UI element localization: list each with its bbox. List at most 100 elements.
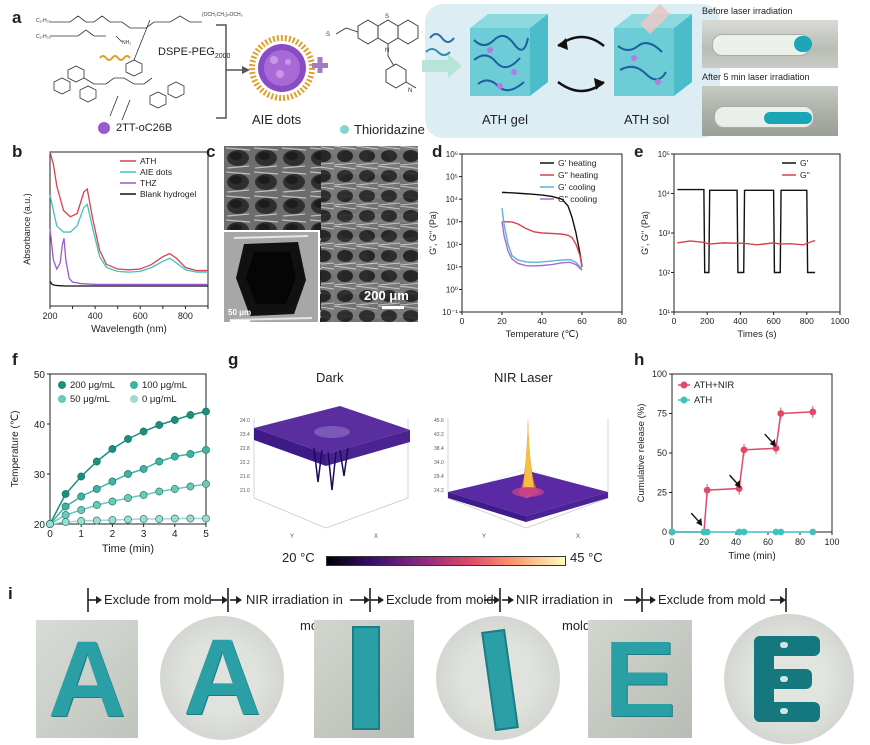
chart-h-release: 0 20 40 60 80 100 0 25 50 75 100 Time (min) Cumulati… xyxy=(636,369,840,562)
scale-big-label: 200 μm xyxy=(364,288,409,303)
colorbar xyxy=(326,556,566,566)
y-tick-label: 10⁻¹ xyxy=(442,308,458,317)
data-point xyxy=(155,457,164,466)
series-line-1 xyxy=(501,221,583,267)
legend-label-0: ATH xyxy=(140,156,156,166)
data-point xyxy=(703,486,711,494)
step-nir-2-mold: mold xyxy=(562,618,591,633)
data-point xyxy=(777,528,785,536)
data-point xyxy=(77,506,86,514)
y-tick-label: 10⁵ xyxy=(658,150,670,159)
series-line-0 xyxy=(49,151,208,272)
data-point xyxy=(668,528,676,536)
sem-inset: 50 μm xyxy=(224,230,320,322)
data-point xyxy=(202,446,210,454)
plot-frame xyxy=(673,153,841,313)
photo-a-in-mold: A xyxy=(36,620,138,738)
chart-d-rheology-temp: 0 20 40 60 80 10⁻¹ 10⁰ 10¹ 10² 10³ 10⁴ 10⁵ 10⁶ Temper… xyxy=(428,150,627,340)
data-point xyxy=(202,480,210,488)
y-tick-label: 10¹ xyxy=(446,263,458,272)
y-tick-label: 50 xyxy=(657,448,667,458)
aie-dot-particle-icon xyxy=(249,35,315,101)
legend-label-3: Blank hydrogel xyxy=(140,189,196,199)
letter-a-free: A xyxy=(183,616,261,737)
data-point xyxy=(186,514,195,523)
x-tick-label: 800 xyxy=(178,311,193,321)
x-tick-label: 400 xyxy=(733,316,747,326)
photo-a-excluded: A xyxy=(160,616,284,740)
panel-label-c: c xyxy=(206,142,216,161)
aie-dots-label: AIE dots xyxy=(252,112,302,127)
x-tick-label: 4 xyxy=(172,529,178,540)
laser-surface-plot: 45.6 43.2 38.4 34.0 29.4 24.2 Y X xyxy=(434,418,609,540)
photo-e-in-mold: E xyxy=(588,620,692,738)
data-point xyxy=(139,465,148,473)
plus-icon xyxy=(312,57,328,73)
data-point xyxy=(61,502,70,511)
panel-label-a: a xyxy=(12,8,22,27)
svg-text:22.2: 22.2 xyxy=(240,460,250,466)
data-point xyxy=(108,445,117,453)
data-point xyxy=(809,408,817,416)
legend-label-1: G'' heating xyxy=(558,170,598,180)
x-axis-label: Wavelength (nm) xyxy=(91,324,167,335)
y-tick-label: 10³ xyxy=(446,218,458,227)
dark-title: Dark xyxy=(316,370,344,385)
photo-i-in-mold xyxy=(314,620,414,738)
y-tick-label: 10⁵ xyxy=(446,173,458,182)
data-point xyxy=(124,470,132,478)
after-laser-label: After 5 min laser irradiation xyxy=(702,72,810,82)
svg-text:22.8: 22.8 xyxy=(240,446,250,452)
x-tick-label: 100 xyxy=(824,537,839,547)
ath-sol-label: ATH sol xyxy=(624,112,670,127)
data-point xyxy=(202,407,210,416)
data-point xyxy=(170,452,179,461)
dark-surface-plot: 24.0 23.4 22.8 22.2 21.6 21.0 Y X xyxy=(240,406,410,540)
series-line-3 xyxy=(49,280,208,287)
step-exclude-3: Exclude from mold xyxy=(658,592,766,607)
x-tick-label: 80 xyxy=(617,316,627,326)
legend-label-2: THZ xyxy=(140,178,157,188)
data-point xyxy=(735,528,743,536)
step-nir-2: NIR irradiation in xyxy=(516,592,613,607)
y-tick-label: 40 xyxy=(34,420,46,431)
data-point xyxy=(772,528,780,536)
panel-label-h: h xyxy=(634,350,645,369)
letter-e-mold: E xyxy=(603,620,677,738)
panel-i: Exclude from mold NIR irradiation in mol… xyxy=(0,580,870,745)
data-point xyxy=(735,485,743,492)
colorbar-min-label: 20 °C xyxy=(282,550,315,565)
x-tick-label: 40 xyxy=(731,537,741,547)
data-point xyxy=(77,517,86,525)
aie-dot-bullet-icon xyxy=(98,122,110,134)
y-axis-label: Absorbance (a.u.) xyxy=(22,193,32,265)
data-point xyxy=(139,491,148,499)
series-line-2 xyxy=(501,208,583,270)
legend-marker-0 xyxy=(58,381,66,389)
before-laser-label: Before laser irradiation xyxy=(702,6,793,16)
data-point xyxy=(124,435,132,443)
2tt-oc26b-structure xyxy=(53,19,185,121)
data-point xyxy=(108,516,117,524)
y-tick-label: 0 xyxy=(662,527,667,537)
data-point xyxy=(92,501,101,509)
data-point xyxy=(170,514,179,523)
arrow-icon xyxy=(242,66,250,74)
series-line-3 xyxy=(501,221,583,271)
x-tick-label: 20 xyxy=(497,316,507,326)
svg-text:N: N xyxy=(385,48,389,54)
svg-text:C₁₇H₃₅: C₁₇H₃₅ xyxy=(36,18,51,24)
series-line-2 xyxy=(49,228,208,286)
colorbar-max-label: 45 °C xyxy=(570,550,603,565)
data-point xyxy=(77,472,86,481)
x-tick-label: 1000 xyxy=(831,316,850,326)
x-tick-label: 60 xyxy=(763,537,773,547)
legend-marker-1 xyxy=(130,381,138,389)
process-timeline xyxy=(87,588,787,612)
data-point xyxy=(777,410,785,417)
dspe-peg-structure xyxy=(50,15,202,43)
y-tick-label: 25 xyxy=(657,488,667,498)
x-tick-label: 0 xyxy=(669,537,674,547)
data-point xyxy=(124,494,132,502)
step-nir-1: NIR irradiation in xyxy=(246,592,343,607)
